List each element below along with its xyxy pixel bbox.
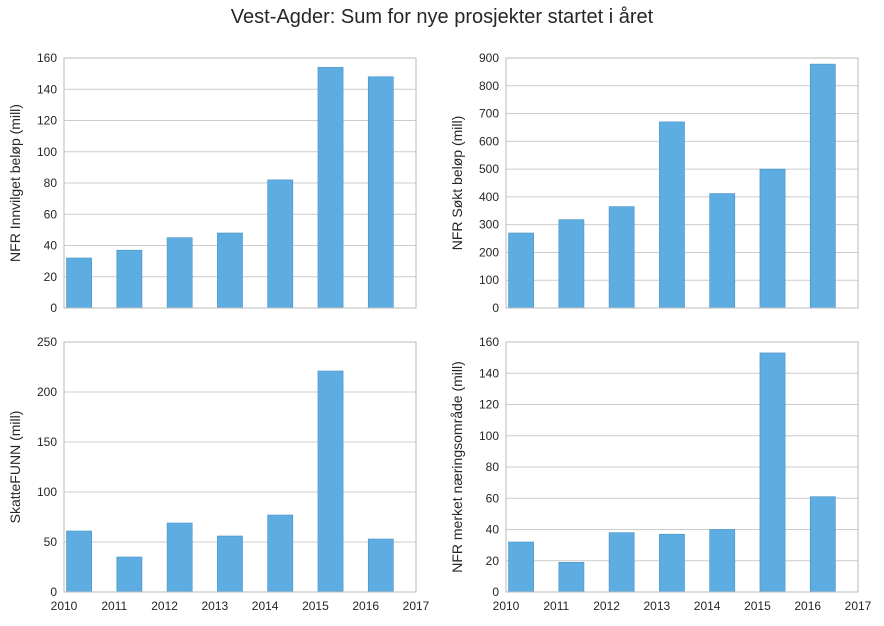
bar-2012 xyxy=(166,522,193,593)
bar-2011 xyxy=(558,562,585,593)
x-tick-label: 2015 xyxy=(744,599,771,613)
y-tick-label: 200 xyxy=(479,245,499,259)
y-tick-label: 100 xyxy=(37,145,57,159)
x-tick-label: 2017 xyxy=(403,599,430,613)
y-tick-label: 250 xyxy=(37,335,57,349)
y-tick-label: 20 xyxy=(44,270,58,284)
y-tick-label: 900 xyxy=(479,51,499,65)
bar-2013 xyxy=(659,533,685,593)
bar-2011 xyxy=(116,249,143,309)
bar-2012 xyxy=(166,237,193,309)
bar-2014 xyxy=(709,529,736,593)
x-tick-label: 2014 xyxy=(694,599,721,613)
axes-frame xyxy=(505,341,859,593)
bar-2016 xyxy=(809,63,836,309)
y-tick-label: 0 xyxy=(50,585,57,599)
x-tick-label: 2016 xyxy=(352,599,379,613)
bar-2013 xyxy=(217,535,243,593)
y-axis-label: NFR Innvilget beløp (mill) xyxy=(7,104,23,262)
x-tick-label: 2013 xyxy=(202,599,229,613)
axes-frame xyxy=(63,341,417,593)
bar-2016 xyxy=(367,76,394,309)
bar-2013 xyxy=(217,232,243,309)
y-axis-label: SkatteFUNN (mill) xyxy=(7,411,23,524)
y-tick-label: 100 xyxy=(479,429,499,443)
x-tick-label: 2015 xyxy=(302,599,329,613)
y-tick-label: 40 xyxy=(486,523,500,537)
y-tick-label: 60 xyxy=(44,207,58,221)
bar-2013 xyxy=(659,121,685,309)
bar-2010 xyxy=(66,257,92,309)
y-tick-label: 60 xyxy=(486,491,500,505)
y-axis-label: NFR merket næringsområde (mill) xyxy=(449,361,465,573)
bar-2015 xyxy=(317,370,344,593)
figure-title: Vest-Agder: Sum for nye prosjekter start… xyxy=(230,6,654,28)
bar-2012 xyxy=(608,532,635,593)
bar-2011 xyxy=(116,556,143,593)
x-tick-label: 2016 xyxy=(794,599,821,613)
y-tick-label: 140 xyxy=(37,82,57,96)
y-tick-label: 20 xyxy=(486,554,500,568)
y-tick-label: 80 xyxy=(486,460,500,474)
bar-2010 xyxy=(508,232,534,309)
x-tick-label: 2014 xyxy=(252,599,279,613)
bar-2015 xyxy=(317,67,344,309)
y-tick-label: 120 xyxy=(37,114,57,128)
y-tick-label: 0 xyxy=(492,585,499,599)
y-tick-label: 160 xyxy=(37,51,57,65)
x-tick-label: 2013 xyxy=(644,599,671,613)
y-tick-label: 800 xyxy=(479,79,499,93)
x-tick-label: 2011 xyxy=(543,599,569,613)
y-tick-label: 600 xyxy=(479,134,499,148)
y-tick-label: 400 xyxy=(479,190,499,204)
y-tick-label: 700 xyxy=(479,107,499,121)
bar-2016 xyxy=(809,496,836,593)
bar-2015 xyxy=(759,352,786,593)
y-tick-label: 80 xyxy=(44,176,58,190)
y-tick-label: 500 xyxy=(479,162,499,176)
y-tick-label: 300 xyxy=(479,218,499,232)
y-tick-label: 100 xyxy=(37,485,57,499)
bar-2014 xyxy=(267,514,294,593)
bar-2016 xyxy=(367,538,394,593)
bar-2010 xyxy=(508,541,534,593)
bar-2015 xyxy=(759,168,786,309)
y-tick-label: 0 xyxy=(50,301,57,315)
bar-2011 xyxy=(558,219,585,309)
y-axis-label: NFR Søkt beløp (mill) xyxy=(449,116,465,251)
y-tick-label: 160 xyxy=(479,335,499,349)
x-tick-label: 2010 xyxy=(493,599,520,613)
y-tick-label: 120 xyxy=(479,398,499,412)
axes-frame xyxy=(505,57,859,309)
x-tick-label: 2017 xyxy=(845,599,872,613)
y-tick-label: 140 xyxy=(479,366,499,380)
y-tick-label: 100 xyxy=(479,273,499,287)
bar-2010 xyxy=(66,530,92,593)
y-tick-label: 40 xyxy=(44,239,58,253)
bar-2014 xyxy=(267,179,294,309)
x-tick-label: 2012 xyxy=(151,599,178,613)
y-tick-label: 50 xyxy=(44,535,58,549)
x-tick-label: 2010 xyxy=(51,599,78,613)
x-tick-label: 2011 xyxy=(101,599,127,613)
y-tick-label: 150 xyxy=(37,435,57,449)
bar-2014 xyxy=(709,193,736,309)
y-tick-label: 0 xyxy=(492,301,499,315)
bar-2012 xyxy=(608,206,635,309)
x-tick-label: 2012 xyxy=(593,599,620,613)
y-tick-label: 200 xyxy=(37,385,57,399)
axes-frame xyxy=(63,57,417,309)
